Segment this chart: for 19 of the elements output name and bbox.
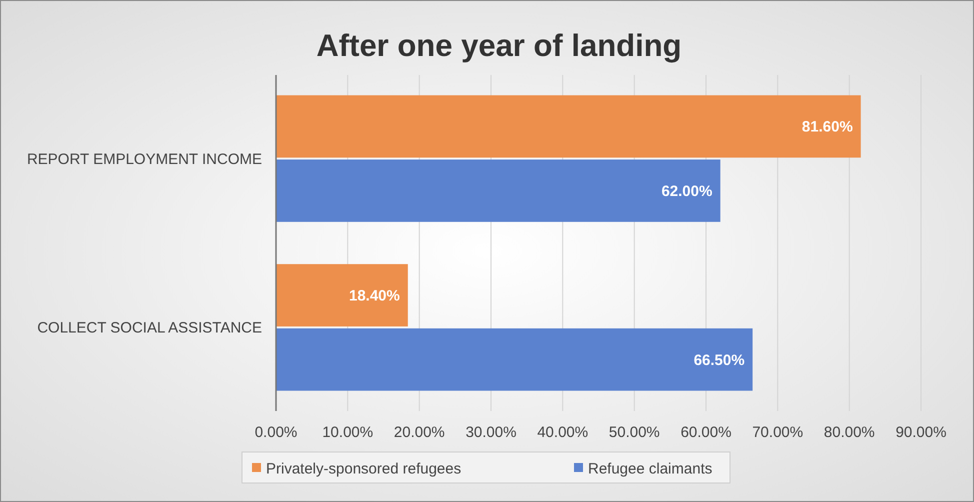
x-tick-label: 30.00% [466,424,516,441]
x-tick-label: 60.00% [680,424,732,441]
legend-label: Refugee claimants [588,460,712,478]
x-tick-label: 50.00% [608,424,660,441]
x-tick-label: 20.00% [394,424,445,441]
x-tick-label: 40.00% [537,424,588,441]
data-label: 62.00% [661,182,712,200]
x-tick-label: 10.00% [322,424,374,441]
data-label: 81.60% [802,118,853,136]
legend-label: Privately-sponsored refugees [266,460,462,478]
x-tick-label: 80.00% [824,424,875,441]
y-tick-label: COLLECT SOCIAL ASSISTANCE [37,320,262,337]
chart-title: After one year of landing [316,28,682,63]
x-tick-label: 70.00% [752,424,804,441]
data-label: 66.50% [694,352,745,369]
x-tick-label: 0.00% [254,424,298,441]
data-label: 18.40% [348,288,400,305]
x-tick-label: 90.00% [896,424,946,441]
y-tick-label: REPORT EMPLOYMENT INCOME [26,150,262,168]
